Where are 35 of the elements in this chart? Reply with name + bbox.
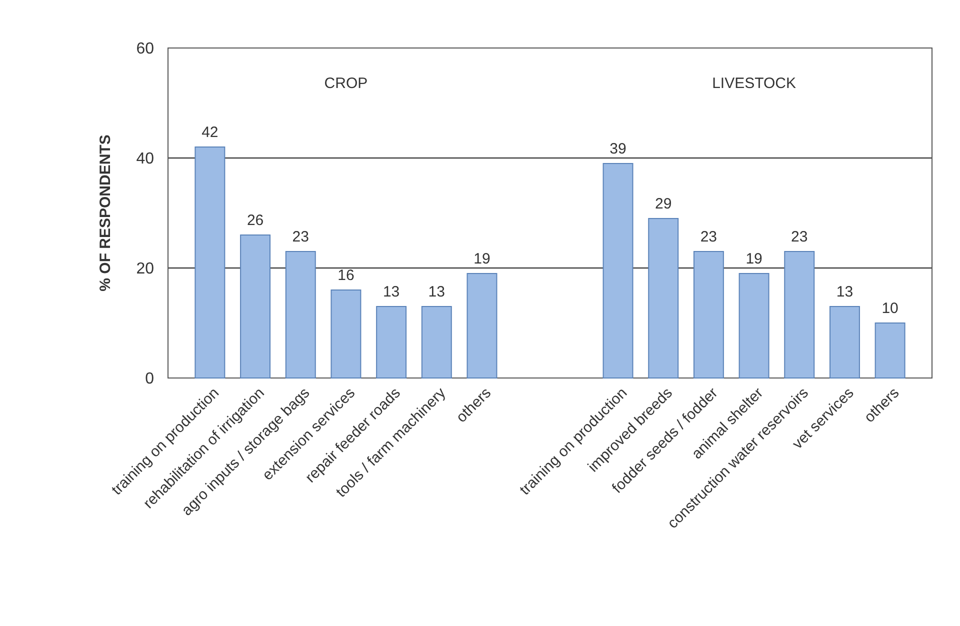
annotation: CROP	[324, 75, 368, 92]
data-label: 16	[338, 267, 354, 284]
bar	[874, 322, 906, 378]
bar	[602, 163, 634, 378]
data-label: 23	[292, 228, 309, 246]
data-label: 23	[700, 228, 718, 246]
bar	[829, 306, 860, 378]
data-label: 19	[746, 250, 762, 268]
bar	[466, 273, 498, 378]
data-label: 19	[474, 250, 490, 268]
data-label: 10	[882, 300, 898, 317]
y-tick-label: 60	[136, 40, 154, 58]
bar	[376, 306, 407, 378]
data-label: 13	[428, 284, 445, 300]
data-label: 13	[382, 284, 400, 300]
bar	[421, 306, 452, 378]
bar	[240, 234, 271, 378]
data-label: 42	[202, 124, 218, 141]
bar	[648, 218, 679, 378]
bar	[784, 251, 815, 378]
y-tick-label: 0	[145, 370, 154, 388]
y-tick-label: 20	[136, 260, 154, 278]
data-label: 26	[246, 212, 264, 229]
data-label: 39	[610, 140, 626, 158]
annotation: LIVESTOCK	[712, 75, 796, 92]
bar	[693, 251, 724, 378]
y-axis-title: % OF RESPONDENTS	[97, 134, 114, 292]
bar	[194, 146, 226, 378]
y-tick-label: 40	[136, 150, 154, 168]
data-label: 29	[655, 196, 672, 212]
data-label: 13	[836, 284, 854, 300]
bar	[330, 290, 362, 378]
bar	[285, 251, 316, 378]
bar	[738, 273, 770, 378]
data-label: 23	[791, 228, 808, 246]
